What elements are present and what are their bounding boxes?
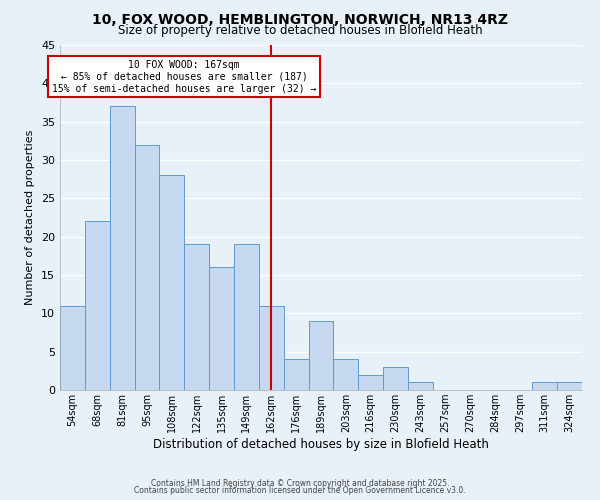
X-axis label: Distribution of detached houses by size in Blofield Heath: Distribution of detached houses by size … — [153, 438, 489, 451]
Bar — [184, 244, 209, 390]
Bar — [234, 244, 259, 390]
Bar — [334, 360, 358, 390]
Bar — [383, 367, 408, 390]
Bar — [408, 382, 433, 390]
Bar — [85, 222, 110, 390]
Text: Size of property relative to detached houses in Blofield Heath: Size of property relative to detached ho… — [118, 24, 482, 37]
Bar — [160, 176, 184, 390]
Bar — [308, 321, 334, 390]
Text: Contains public sector information licensed under the Open Government Licence v3: Contains public sector information licen… — [134, 486, 466, 495]
Bar — [110, 106, 134, 390]
Text: 10 FOX WOOD: 167sqm
← 85% of detached houses are smaller (187)
15% of semi-detac: 10 FOX WOOD: 167sqm ← 85% of detached ho… — [52, 60, 316, 94]
Bar — [284, 360, 308, 390]
Bar — [259, 306, 284, 390]
Bar — [134, 144, 160, 390]
Bar — [532, 382, 557, 390]
Bar — [60, 306, 85, 390]
Text: 10, FOX WOOD, HEMBLINGTON, NORWICH, NR13 4RZ: 10, FOX WOOD, HEMBLINGTON, NORWICH, NR13… — [92, 12, 508, 26]
Bar — [209, 268, 234, 390]
Y-axis label: Number of detached properties: Number of detached properties — [25, 130, 35, 305]
Text: Contains HM Land Registry data © Crown copyright and database right 2025.: Contains HM Land Registry data © Crown c… — [151, 478, 449, 488]
Bar — [557, 382, 582, 390]
Bar — [358, 374, 383, 390]
